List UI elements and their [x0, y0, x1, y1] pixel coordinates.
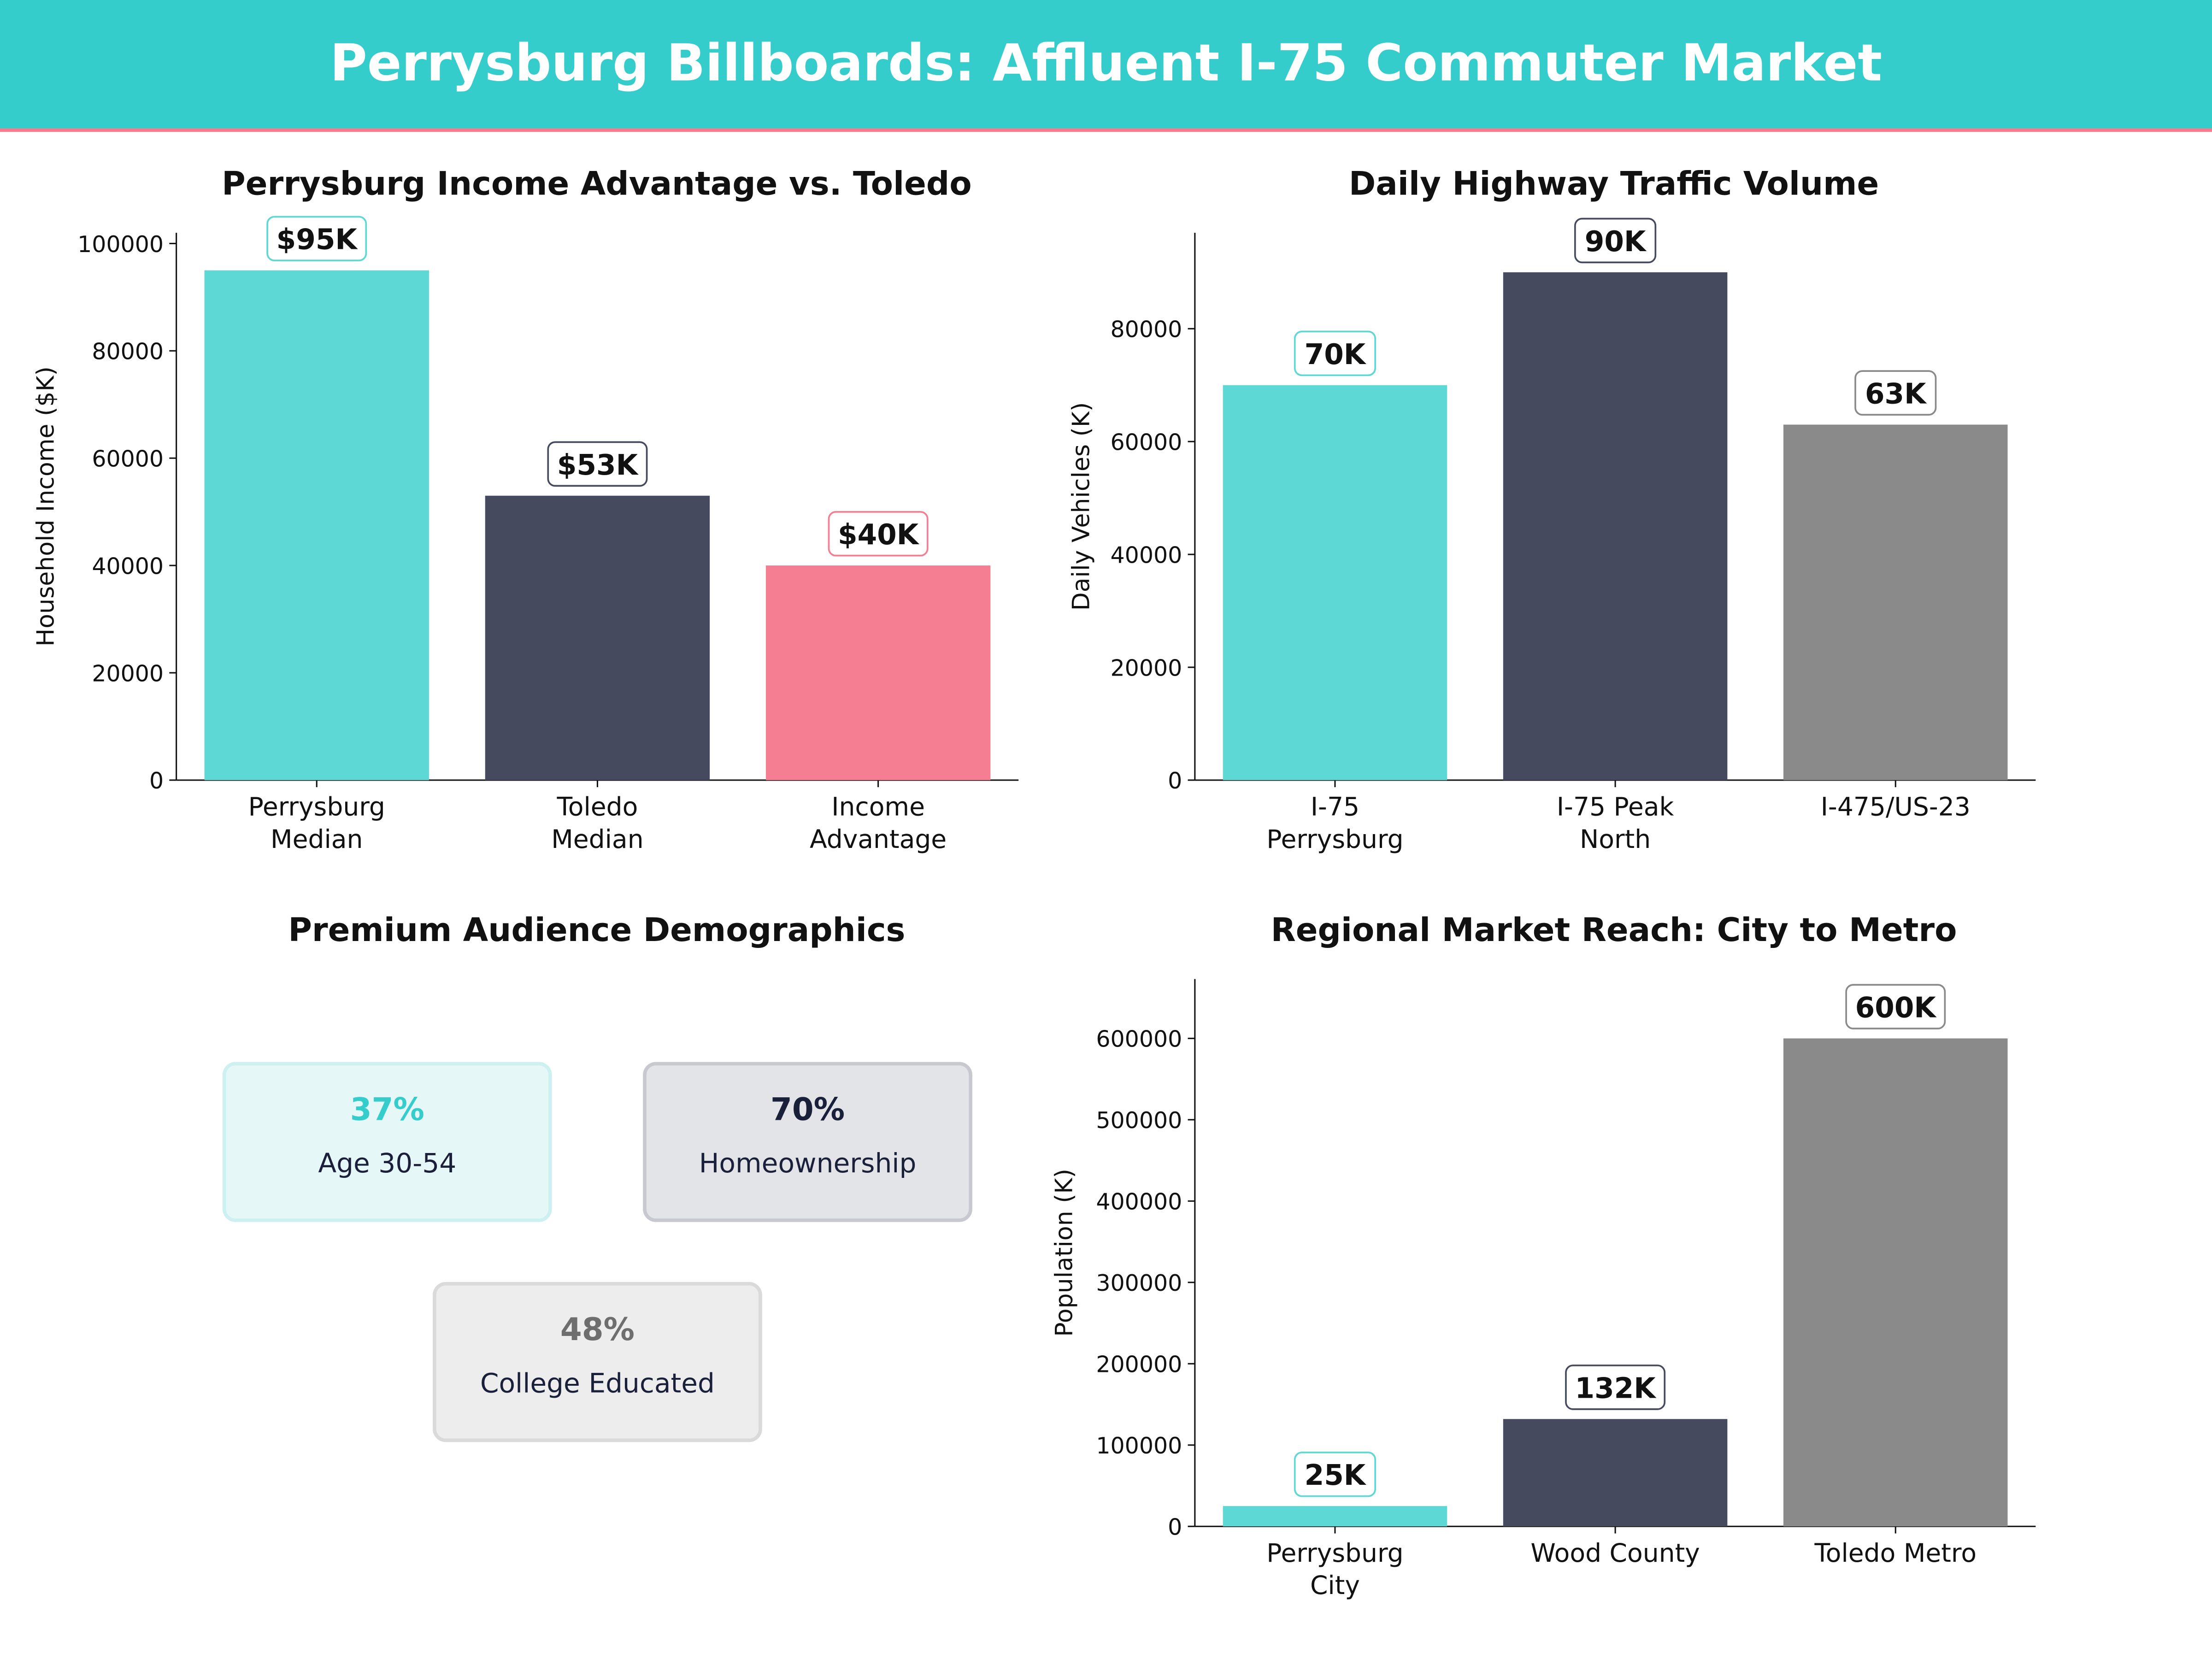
x-tick-label: Toledo Metro	[1814, 1538, 1977, 1568]
y-tick-label: 600000	[1096, 1026, 1182, 1053]
x-tick-label: I-75 Peak	[1557, 792, 1674, 821]
y-axis-label: Daily Vehicles (K)	[1067, 402, 1095, 611]
y-tick-label: 100000	[1096, 1433, 1182, 1459]
data-label: 63K	[1865, 378, 1927, 411]
data-label: 70K	[1305, 338, 1367, 371]
header-band	[0, 0, 2212, 129]
card-label: Age 30-54	[318, 1147, 456, 1179]
y-tick-label: 400000	[1096, 1189, 1182, 1215]
data-label: 600K	[1855, 991, 1937, 1024]
data-label-box	[1294, 1451, 1377, 1497]
x-tick-label: I-475/US-23	[1821, 792, 1971, 821]
chart-title: Daily Highway Traffic Volume	[1349, 165, 1879, 202]
x-tick-label: Perrysburg	[1266, 824, 1403, 854]
data-label-box	[1854, 370, 1937, 416]
y-tick-label: 60000	[1111, 429, 1182, 456]
card-background	[433, 1282, 762, 1442]
bar	[1503, 272, 1728, 780]
traffic-chart: Daily Highway Traffic Volume 0 20000 40000 6…	[1067, 165, 2036, 854]
x-tick-label: I-75	[1311, 792, 1359, 821]
card-background	[643, 1062, 972, 1222]
bar	[204, 270, 429, 780]
y-tick-label: 20000	[92, 660, 164, 687]
y-axis-label: Household Income ($K)	[32, 366, 59, 647]
card-value: 37%	[350, 1091, 424, 1128]
data-label-box	[1294, 330, 1377, 377]
y-tick-label: 500000	[1096, 1107, 1182, 1134]
demographics-title: Premium Audience Demographics	[288, 911, 905, 949]
data-label-box	[266, 216, 367, 262]
reach-chart: Regional Market Reach: City to Metro 0 100…	[1051, 911, 2036, 1600]
y-tick-label: 0	[149, 768, 164, 794]
y-tick-label: 0	[1168, 768, 1182, 794]
demographic-card: 70% Homeownership	[643, 1062, 972, 1222]
data-label: 90K	[1585, 225, 1647, 258]
x-tick-label: Toledo	[556, 792, 638, 821]
data-label: $95K	[276, 224, 359, 256]
data-label-box	[1845, 984, 1946, 1030]
y-tick-label: 80000	[1111, 317, 1182, 343]
bar	[765, 565, 991, 780]
y-tick-label: 100000	[77, 231, 164, 258]
bar	[1223, 1506, 1447, 1527]
header-rule	[0, 128, 2212, 132]
x-tick-label: Perrysburg	[248, 792, 385, 821]
y-tick-label: 200000	[1096, 1352, 1182, 1378]
bar	[1783, 1038, 2008, 1527]
data-label-box	[828, 511, 929, 557]
card-value: 48%	[560, 1311, 635, 1347]
demographic-card: 37% Age 30-54	[222, 1062, 552, 1222]
data-label-box	[1574, 218, 1657, 264]
bar	[1783, 424, 2008, 780]
card-background	[222, 1062, 552, 1222]
x-tick-label: Wood County	[1530, 1538, 1700, 1568]
data-label: $40K	[838, 518, 920, 551]
income-chart: Perrysburg Income Advantage vs. Toledo 0 2…	[32, 165, 1019, 854]
x-tick-label: Perrysburg	[1266, 1538, 1403, 1568]
y-tick-label: 80000	[92, 339, 164, 365]
data-label: $53K	[557, 449, 639, 482]
page-title: Perrysburg Billboards: Affluent I-75 Com…	[330, 33, 1882, 92]
demographics-panel: Premium Audience Demographics 37% Age 30-…	[222, 911, 972, 1442]
data-label-box	[547, 441, 648, 487]
header: Perrysburg Billboards: Affluent I-75 Com…	[0, 0, 2212, 132]
y-axis-label: Population (K)	[1051, 1169, 1078, 1337]
x-tick-label: Advantage	[810, 824, 947, 854]
x-tick-label: North	[1580, 824, 1651, 854]
x-tick-label: City	[1310, 1571, 1360, 1600]
card-label: Homeownership	[699, 1147, 917, 1179]
bar	[485, 495, 710, 780]
chart-title: Regional Market Reach: City to Metro	[1271, 911, 1957, 949]
y-tick-label: 0	[1168, 1514, 1182, 1541]
data-label-box	[1565, 1365, 1666, 1410]
data-label: 25K	[1305, 1459, 1367, 1492]
card-label: College Educated	[480, 1367, 715, 1399]
demographic-card: 48% College Educated	[433, 1282, 762, 1442]
bar	[1503, 1419, 1728, 1527]
y-tick-label: 60000	[92, 446, 164, 472]
x-tick-label: Median	[271, 824, 363, 854]
x-tick-label: Median	[551, 824, 643, 854]
y-tick-label: 20000	[1111, 655, 1182, 681]
bar	[1223, 385, 1447, 780]
x-tick-label: Income	[831, 792, 925, 821]
chart-title: Perrysburg Income Advantage vs. Toledo	[222, 165, 971, 202]
y-tick-label: 300000	[1096, 1270, 1182, 1296]
card-value: 70%	[771, 1091, 845, 1128]
data-label: 132K	[1575, 1372, 1657, 1405]
y-tick-label: 40000	[92, 553, 164, 579]
y-tick-label: 40000	[1111, 542, 1182, 568]
